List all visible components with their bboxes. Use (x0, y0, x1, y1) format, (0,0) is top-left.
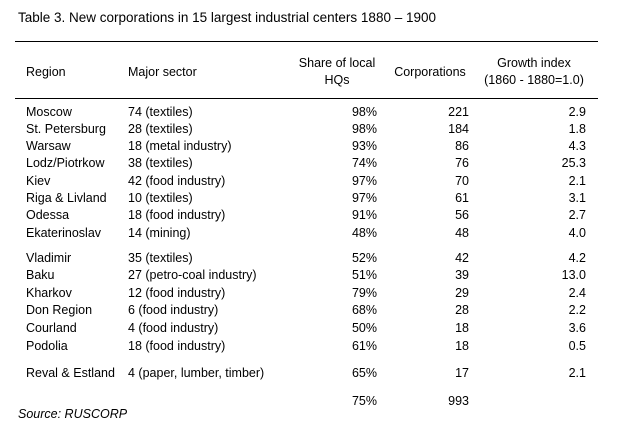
cell-growth: 2.1 (568, 174, 586, 188)
cell-share: 61% (351, 339, 377, 353)
cell-sector: 35 (textiles) (128, 251, 193, 265)
cell-corporations: 42 (455, 251, 469, 265)
cell-sector: 12 (food industry) (128, 286, 226, 300)
cell-share: 97% (351, 174, 377, 188)
cell-region: Warsaw (26, 139, 71, 153)
cell-share: 98% (351, 122, 377, 136)
total-corporations: 993 (448, 394, 469, 408)
cell-region: Riga & Livland (26, 191, 107, 205)
cell-growth: 2.9 (568, 105, 586, 119)
cell-region: Courland (26, 321, 77, 335)
cell-sector: 4 (paper, lumber, timber) (128, 366, 265, 380)
header-growth-line1: Growth index (497, 56, 571, 70)
header-region: Region (26, 65, 66, 79)
cell-sector: 74 (textiles) (128, 105, 193, 119)
cell-corporations: 61 (455, 191, 469, 205)
header-rule (15, 98, 598, 99)
cell-region: Ekaterinoslav (26, 226, 102, 240)
cell-corporations: 48 (455, 226, 469, 240)
cell-growth: 4.2 (568, 251, 586, 265)
cell-growth: 2.7 (568, 208, 586, 222)
cell-sector: 42 (food industry) (128, 174, 226, 188)
cell-share: 48% (351, 226, 377, 240)
cell-share: 65% (351, 366, 377, 380)
cell-sector: 10 (textiles) (128, 191, 193, 205)
header-share-line2: HQs (324, 73, 350, 87)
cell-growth: 13.0 (561, 268, 586, 282)
cell-sector: 18 (metal industry) (128, 139, 232, 153)
cell-share: 68% (351, 303, 377, 317)
cell-growth: 4.0 (568, 226, 586, 240)
cell-region: Vladimir (26, 251, 72, 265)
cell-region: Lodz/Piotrkow (26, 156, 105, 170)
cell-growth: 4.3 (568, 139, 586, 153)
header-corporations: Corporations (394, 65, 466, 79)
cell-share: 97% (351, 191, 377, 205)
cell-corporations: 29 (455, 286, 469, 300)
cell-region: St. Petersburg (26, 122, 106, 136)
cell-corporations: 28 (455, 303, 469, 317)
cell-growth: 25.3 (561, 156, 586, 170)
cell-sector: 38 (textiles) (128, 156, 193, 170)
cell-corporations: 86 (455, 139, 469, 153)
cell-share: 52% (351, 251, 377, 265)
header-growth: Growth index (1860 - 1880=1.0) (478, 55, 590, 89)
header-share: Share of local HQs (293, 55, 381, 89)
cell-growth: 0.5 (568, 339, 586, 353)
cell-sector: 28 (textiles) (128, 122, 193, 136)
cell-region: Baku (26, 268, 55, 282)
cell-corporations: 70 (455, 174, 469, 188)
cell-share: 79% (351, 286, 377, 300)
cell-corporations: 56 (455, 208, 469, 222)
cell-sector: 6 (food industry) (128, 303, 219, 317)
source-note: Source: RUSCORP (18, 407, 128, 421)
cell-share: 93% (351, 139, 377, 153)
header-share-line1: Share of local (298, 56, 376, 70)
cell-corporations: 221 (448, 105, 469, 119)
cell-corporations: 18 (455, 339, 469, 353)
cell-region: Odessa (26, 208, 70, 222)
cell-share: 51% (351, 268, 377, 282)
cell-growth: 2.1 (568, 366, 586, 380)
top-rule (15, 41, 598, 42)
cell-region: Kiev (26, 174, 51, 188)
cell-sector: 14 (mining) (128, 226, 191, 240)
header-sector: Major sector (128, 65, 197, 79)
header-growth-line2: (1860 - 1880=1.0) (484, 73, 584, 87)
cell-growth: 2.2 (568, 303, 586, 317)
cell-share: 91% (351, 208, 377, 222)
cell-corporations: 17 (455, 366, 469, 380)
cell-growth: 3.1 (568, 191, 586, 205)
cell-growth: 2.4 (568, 286, 586, 300)
total-share: 75% (351, 394, 377, 408)
cell-share: 50% (351, 321, 377, 335)
cell-sector: 4 (food industry) (128, 321, 219, 335)
cell-sector: 18 (food industry) (128, 208, 226, 222)
cell-corporations: 184 (448, 122, 469, 136)
cell-corporations: 39 (455, 268, 469, 282)
cell-sector: 27 (petro-coal industry) (128, 268, 257, 282)
cell-region: Don Region (26, 303, 93, 317)
cell-share: 74% (351, 156, 377, 170)
table-title: Table 3. New corporations in 15 largest … (18, 10, 436, 25)
cell-corporations: 76 (455, 156, 469, 170)
cell-region: Podolia (26, 339, 68, 353)
cell-region: Moscow (26, 105, 72, 119)
cell-growth: 1.8 (568, 122, 586, 136)
cell-share: 98% (351, 105, 377, 119)
cell-region: Reval & Estland (26, 366, 115, 380)
cell-sector: 18 (food industry) (128, 339, 226, 353)
cell-corporations: 18 (455, 321, 469, 335)
cell-growth: 3.6 (568, 321, 586, 335)
cell-region: Kharkov (26, 286, 72, 300)
